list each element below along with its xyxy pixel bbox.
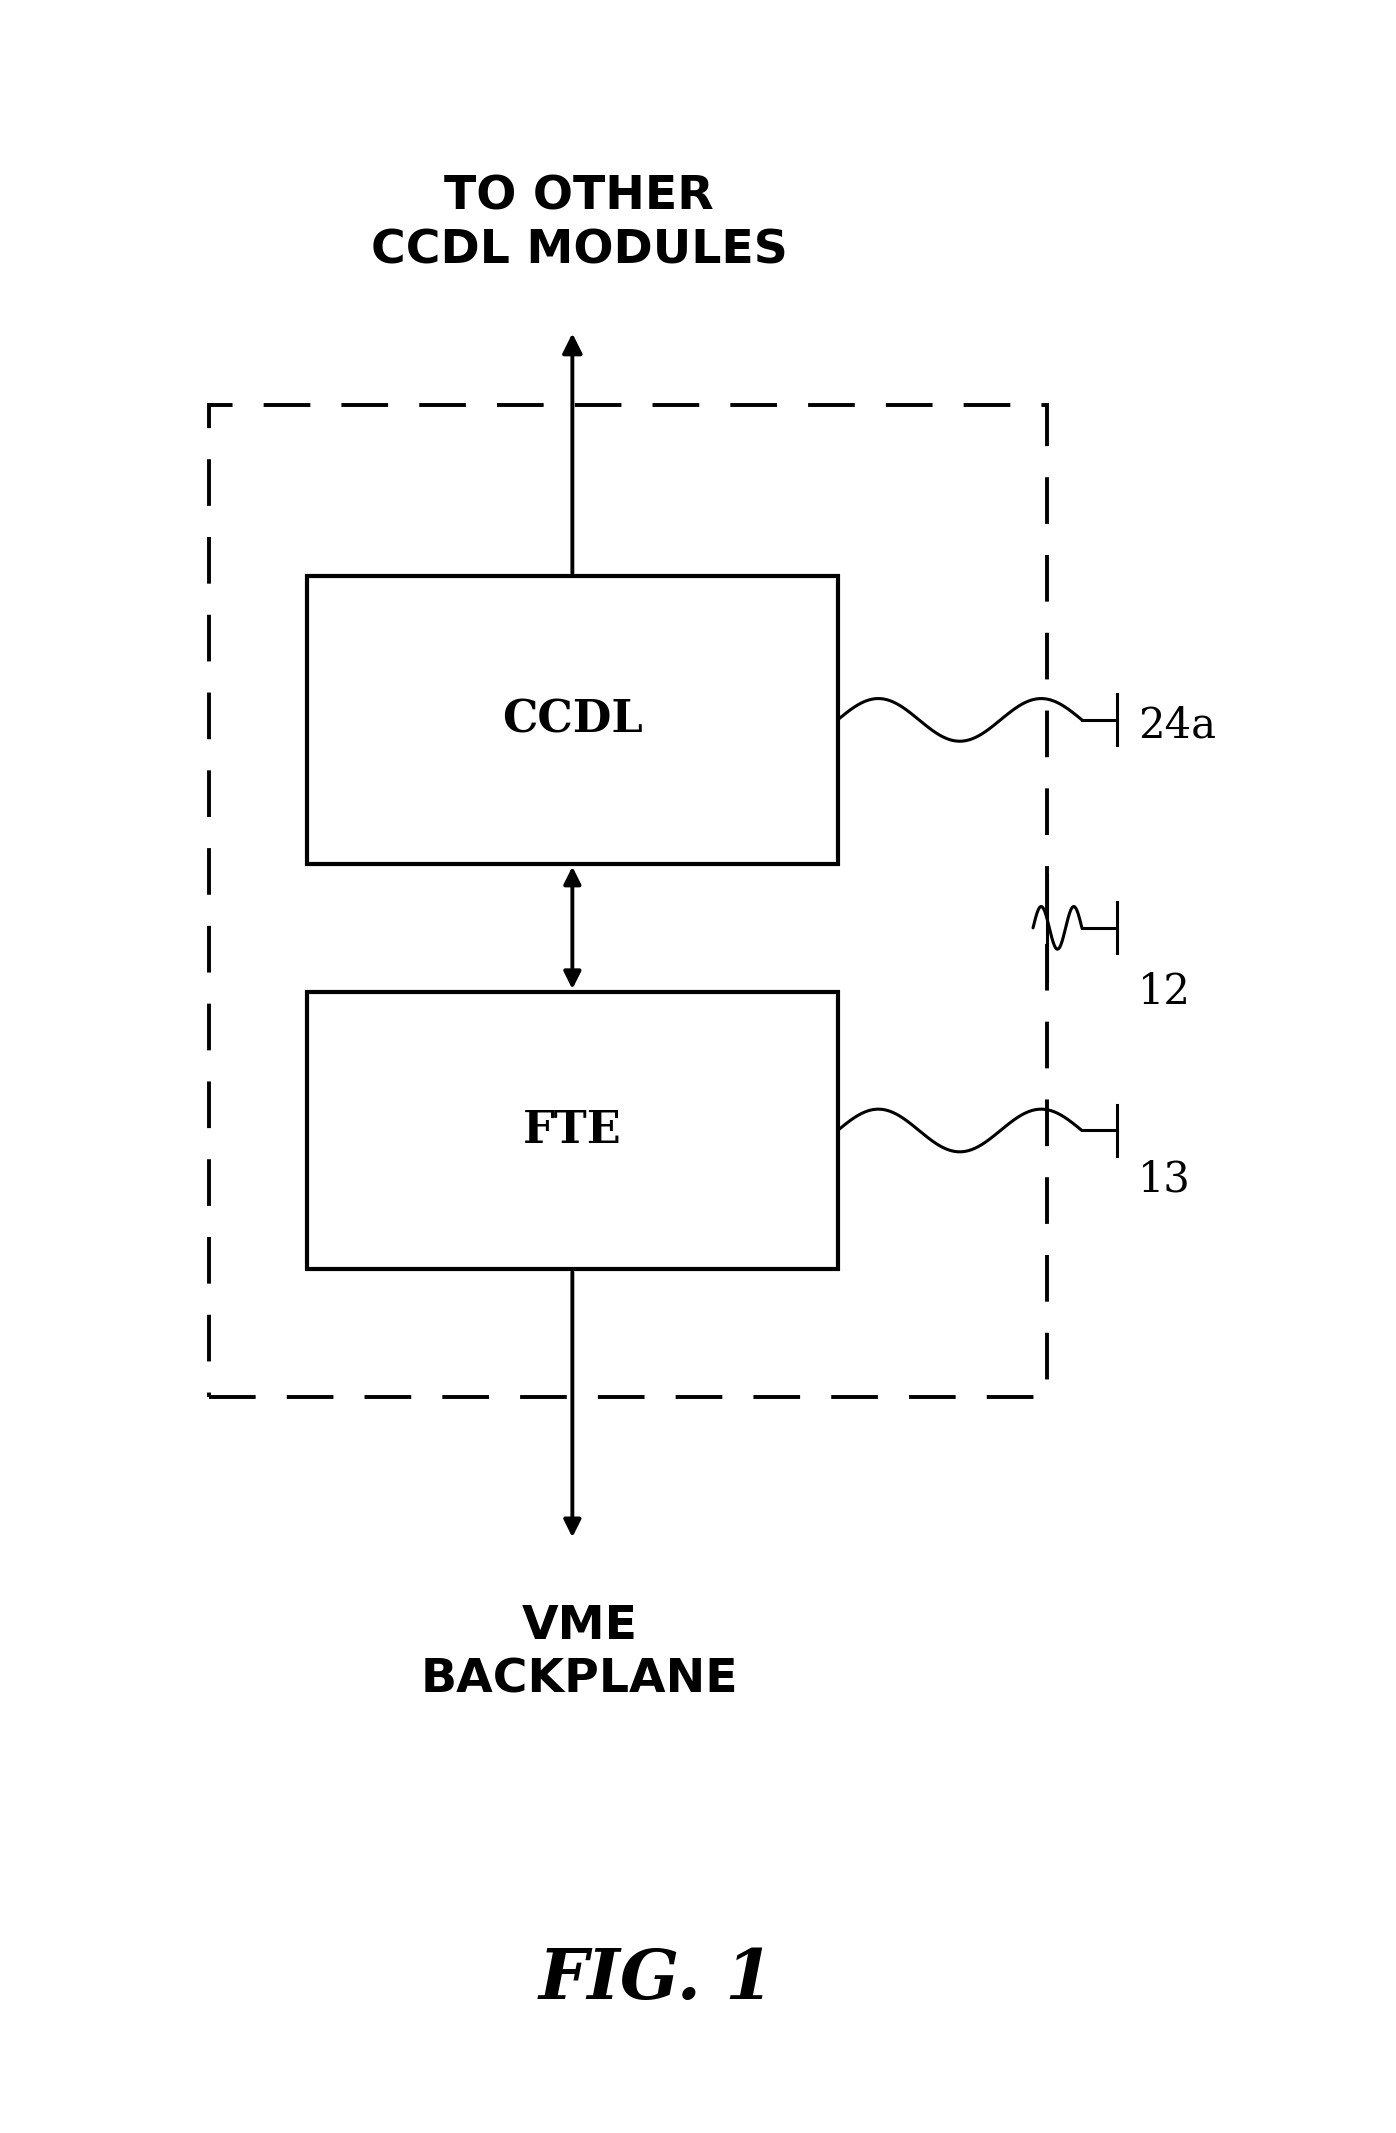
Text: 13: 13 <box>1138 1158 1191 1201</box>
Bar <box>307 576 838 864</box>
Text: FTE: FTE <box>524 1109 621 1152</box>
Text: 24a: 24a <box>1138 704 1216 747</box>
Text: TO OTHER
CCDL MODULES: TO OTHER CCDL MODULES <box>371 175 787 273</box>
Text: FIG. 1: FIG. 1 <box>539 1945 773 2014</box>
Text: VME
BACKPLANE: VME BACKPLANE <box>420 1604 738 1702</box>
Text: 12: 12 <box>1138 971 1191 1013</box>
Text: CCDL: CCDL <box>503 697 642 742</box>
Bar <box>307 992 838 1269</box>
